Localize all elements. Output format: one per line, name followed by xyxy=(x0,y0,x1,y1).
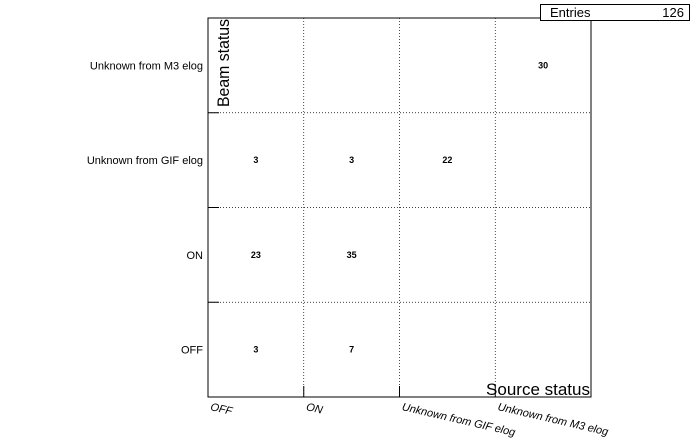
cell-value-label: 7 xyxy=(349,345,354,355)
cell-value-label: 35 xyxy=(347,250,357,260)
y-tick-label: ON xyxy=(187,250,204,262)
stats-entries-value: 126 xyxy=(662,5,684,20)
cell-values: 3 7 23 35 3 3 22 30 xyxy=(251,60,548,354)
cell-value-label: 3 xyxy=(253,155,258,165)
y-tick-labels: OFF ON Unknown from GIF elog Unknown from M… xyxy=(87,60,203,356)
y-tick-label: OFF xyxy=(181,345,203,357)
stats-entries-label: Entries xyxy=(550,5,591,20)
cell-value-label: 22 xyxy=(442,155,452,165)
x-tick-label: ON xyxy=(305,401,324,416)
x-tick-label: OFF xyxy=(209,401,234,418)
cell-value-label: 3 xyxy=(253,345,258,355)
y-tick-label: Unknown from M3 elog xyxy=(90,60,203,72)
grid-lines xyxy=(208,18,591,397)
stats-box: Entries 126 xyxy=(540,4,690,21)
x-axis-title: Source status xyxy=(486,380,590,399)
cell-value-label: 3 xyxy=(349,155,354,165)
y-tick-label: Unknown from GIF elog xyxy=(87,155,203,167)
axis-ticks xyxy=(208,112,496,397)
cell-value-label: 23 xyxy=(251,250,261,260)
cell-value-label: 30 xyxy=(538,60,548,70)
y-axis-title: Beam status xyxy=(214,19,233,107)
